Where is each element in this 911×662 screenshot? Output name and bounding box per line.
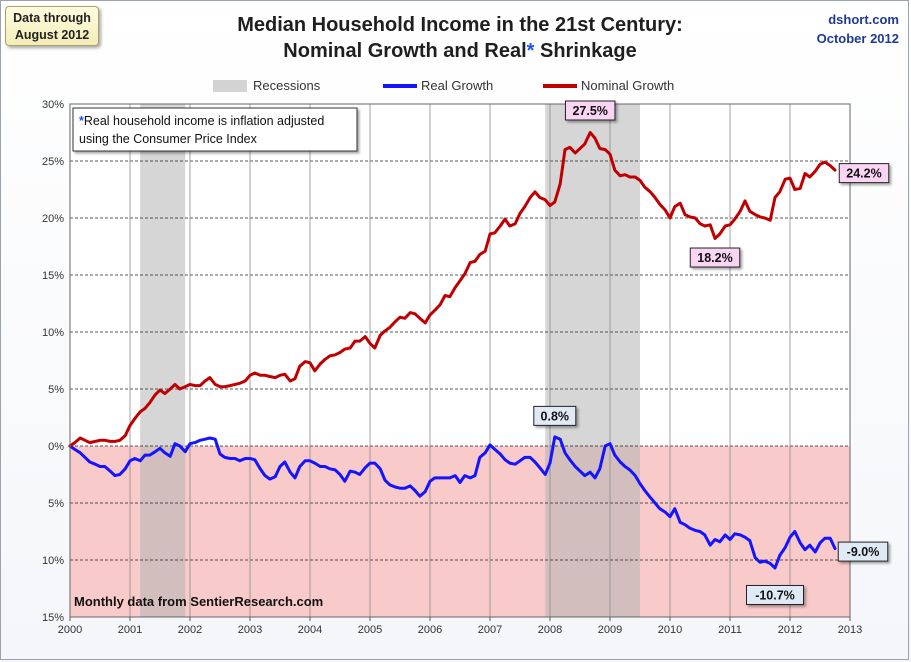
data-label: 24.2% (846, 167, 881, 181)
cpi-note-box (72, 107, 358, 152)
x-tick-label: 2013 (838, 624, 862, 636)
data-label-bg (689, 247, 741, 268)
data-label: 0.8% (541, 409, 570, 423)
y-tick-label: 0% (48, 441, 64, 453)
data-label-box (837, 541, 889, 562)
x-tick-label: 2009 (598, 624, 622, 636)
plot-border (69, 103, 851, 618)
x-tick-label: 2008 (538, 624, 562, 636)
series-line-nominal-growth (68, 131, 837, 448)
data-label-bg (533, 405, 577, 426)
data-label-box (564, 100, 616, 121)
cpi-note-line-1-text: Real household income is inflation adjus… (84, 114, 324, 128)
axes-layer: 30%25%20%15%10%5%0%5%10%15%2000 2001 2002 2… (42, 99, 862, 636)
title-line-2-a: Nominal Growth and Real (283, 40, 527, 62)
source-site: dshort.com (828, 12, 899, 27)
annotation-layer: 27.5% 18.2% 24.2% 0.8% -10.7% -9.0% (533, 100, 890, 605)
y-tick-label: 5% (48, 498, 64, 510)
x-tick-label: 2005 (358, 624, 382, 636)
negative-region-shading (70, 446, 850, 617)
series-layer (68, 131, 837, 570)
data-label: -9.0% (847, 545, 880, 559)
y-tick-label: 10% (42, 327, 64, 339)
data-label: 18.2% (697, 251, 732, 265)
y-tick-label: 10% (42, 555, 64, 567)
badge-line-2: August 2012 (14, 28, 90, 42)
data-label-bg (564, 100, 616, 121)
data-label-box (689, 247, 741, 268)
cpi-note-star: * (79, 114, 84, 128)
title-line-2: Nominal Growth and Real* Shrinkage (150, 38, 770, 64)
legend-item-recessions: Recessions (213, 78, 320, 93)
grid-layer (70, 104, 850, 617)
x-tick-label: 2011 (718, 624, 742, 636)
y-tick-label: 15% (42, 612, 64, 624)
cpi-note-line-1: *Real household income is inflation adju… (79, 114, 324, 128)
x-tick-label: 2010 (658, 624, 682, 636)
y-tick-label: 5% (48, 384, 64, 396)
x-tick-label: 2004 (298, 624, 322, 636)
title-line-2-b: Shrinkage (534, 40, 637, 62)
data-label-bg (837, 541, 889, 562)
badge-line-1: Data through (13, 11, 91, 25)
legend-swatch-real-growth (383, 83, 417, 88)
x-tick-label: 2007 (478, 624, 502, 636)
data-label: 27.5% (572, 104, 607, 118)
footer-source-note: Monthly data from SentierResearch.com (74, 594, 323, 609)
source-date: October 2012 (816, 31, 899, 46)
series-line-real-growth (68, 435, 837, 570)
legend-item-nominal-growth: Nominal Growth (543, 78, 674, 93)
title-star: * (526, 40, 535, 62)
data-label-box (746, 584, 804, 605)
legend-label-nominal-growth: Nominal Growth (581, 78, 675, 93)
data-through-badge: Data through August 2012 (5, 6, 99, 46)
plot-background-layer (70, 104, 850, 617)
cpi-note-line-2: using the Consumer Price Index (79, 132, 258, 146)
source-credit: dshort.com October 2012 (817, 10, 899, 48)
x-tick-label: 2003 (238, 624, 262, 636)
recession-band-1 (140, 104, 186, 617)
x-tick-label: 2001 (118, 624, 142, 636)
data-label-box (533, 405, 577, 426)
data-label-bg (838, 163, 890, 184)
data-label-box (838, 163, 890, 184)
legend-swatch-nominal-growth (543, 83, 577, 88)
x-tick-label: 2006 (418, 624, 442, 636)
legend-swatch-recessions (213, 79, 247, 92)
chart-legend: Recessions Real Growth Nominal Growth (0, 78, 911, 96)
data-label-bg (746, 584, 804, 605)
data-label: -10.7% (755, 588, 795, 602)
y-tick-label: 30% (42, 99, 64, 111)
y-tick-label: 25% (42, 156, 64, 168)
legend-label-real-growth: Real Growth (421, 78, 494, 93)
chart-title: Median Household Income in the 21st Cent… (150, 12, 770, 64)
x-tick-label: 2012 (778, 624, 802, 636)
x-tick-label: 2002 (178, 624, 202, 636)
y-tick-label: 20% (42, 213, 64, 225)
recession-band-2 (545, 104, 640, 617)
legend-label-recessions: Recessions (253, 78, 321, 93)
x-tick-label: 2000 (58, 624, 82, 636)
title-line-1: Median Household Income in the 21st Cent… (237, 14, 683, 36)
y-tick-label: 15% (42, 270, 64, 282)
legend-item-real-growth: Real Growth (383, 78, 493, 93)
